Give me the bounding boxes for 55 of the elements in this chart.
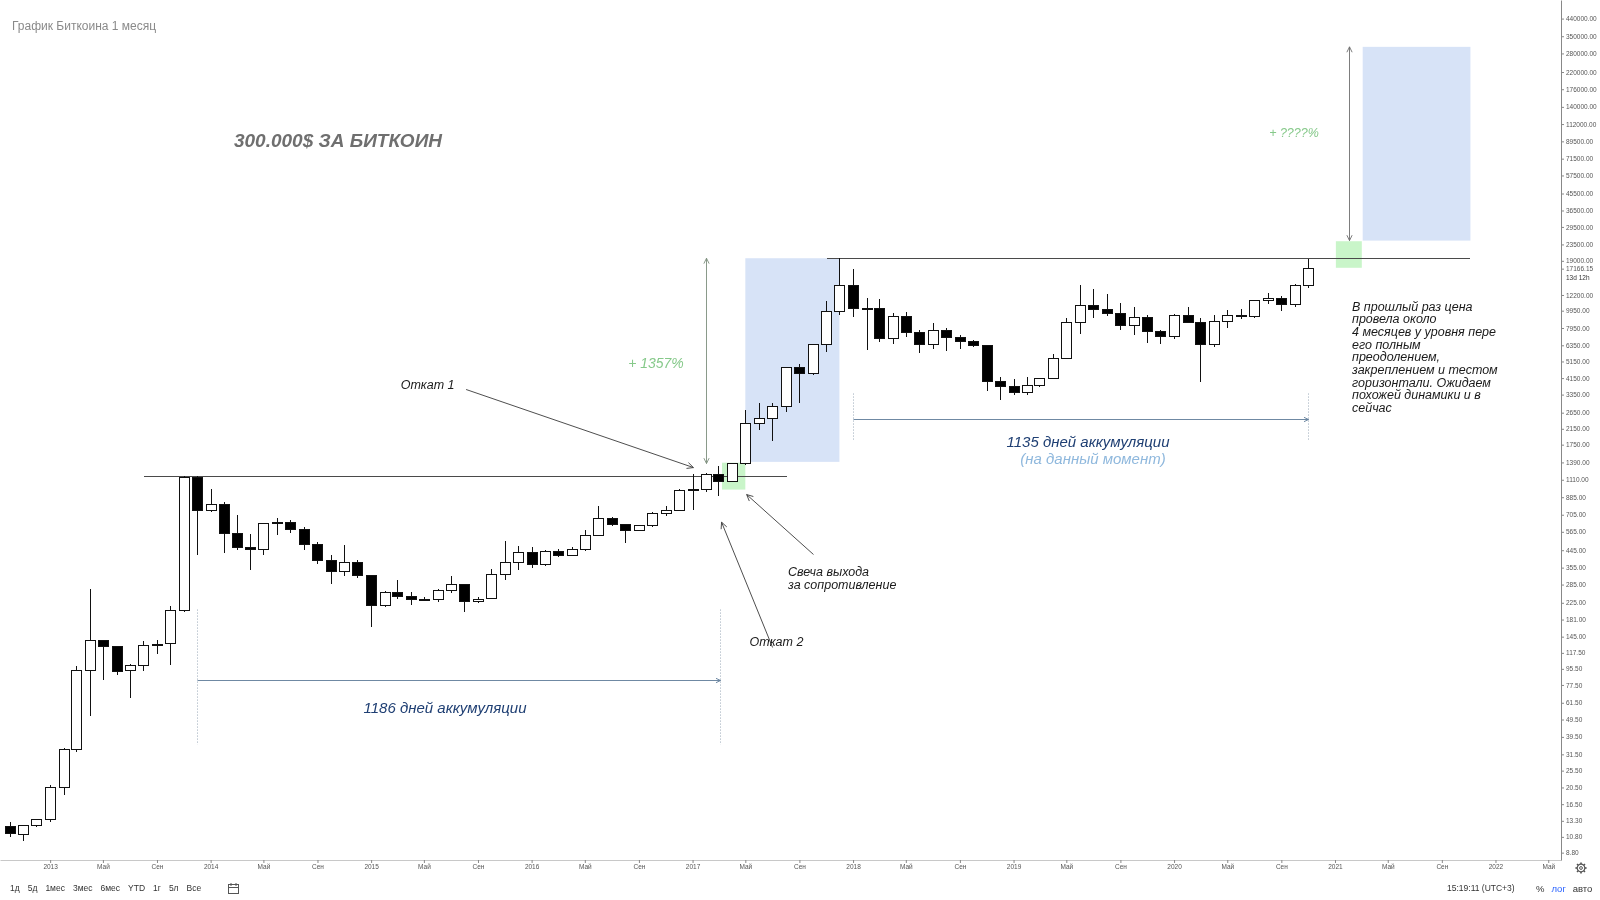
candlestick (1048, 353, 1059, 380)
text: График Биткоина 1 месяц (12, 19, 157, 34)
text: В прошлый раз цена провела около 4 месяцев у уровня пере его полным преодолением, закреплением и тестом горизонтали. Ожидаем похожей динамики и в сейчас (1352, 299, 1498, 416)
text: 15:19:11 (UTC+3) (1447, 883, 1515, 894)
candlestick (754, 403, 765, 431)
candlestick (1115, 302, 1126, 331)
candlestick (901, 311, 912, 338)
candlestick (245, 533, 256, 571)
candlestick (1129, 306, 1140, 336)
candlestick (995, 376, 1006, 401)
candlestick (138, 640, 149, 672)
candlestick (312, 541, 323, 565)
candlestick (1142, 314, 1153, 344)
candlestick (1088, 288, 1099, 319)
candlestick (848, 268, 859, 318)
candlestick (914, 329, 925, 354)
text: 300.000$ ЗА БИТКОИН (233, 130, 444, 152)
candlestick (98, 639, 109, 681)
candlestick (727, 463, 738, 482)
candlestick (1102, 293, 1113, 317)
candlestick (1303, 258, 1314, 289)
candlestick (513, 545, 524, 571)
annotation: 1135 дней аккумуляции (1006, 432, 1171, 450)
text: 1д 5д 1мес 3мес 6мес YTD 1г 5л Все (10, 883, 202, 894)
candlestick (1209, 314, 1220, 348)
candlestick (152, 639, 163, 655)
candlestick (339, 544, 350, 577)
candlestick (527, 546, 538, 569)
candlestick (888, 312, 899, 345)
candlestick (232, 514, 243, 551)
candlestick (928, 322, 939, 350)
candlestick (206, 488, 217, 513)
candlestick (941, 327, 952, 352)
candlestick (620, 523, 631, 544)
annotation: (на данный момент) (1020, 450, 1166, 468)
candlestick (326, 554, 337, 585)
candlestick (767, 403, 778, 442)
annotation: Откат 2 (749, 635, 804, 650)
candlestick (688, 473, 699, 511)
candlestick (125, 663, 136, 699)
text: % лог авто (1536, 882, 1593, 894)
candlestick (1169, 313, 1180, 340)
candlestick (299, 526, 310, 551)
candlestick (459, 583, 470, 613)
candlestick (1290, 283, 1301, 308)
annotation: Откат 1 (400, 378, 455, 392)
annotation: + 1357% (628, 354, 684, 371)
annotation: Свеча выхода за сопротивление (787, 565, 897, 593)
candlestick (500, 540, 511, 581)
annotation: + ????% (1269, 126, 1319, 140)
candlestick (593, 505, 604, 537)
candlestick (794, 363, 805, 404)
candlestick (580, 529, 591, 552)
annotation: 1186 дней аккумуляции (363, 699, 528, 717)
candlestick (1075, 284, 1086, 335)
